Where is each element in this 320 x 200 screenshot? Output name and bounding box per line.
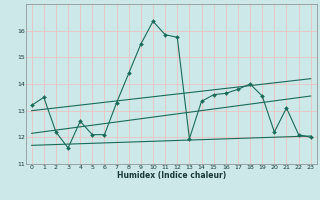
X-axis label: Humidex (Indice chaleur): Humidex (Indice chaleur) bbox=[116, 171, 226, 180]
